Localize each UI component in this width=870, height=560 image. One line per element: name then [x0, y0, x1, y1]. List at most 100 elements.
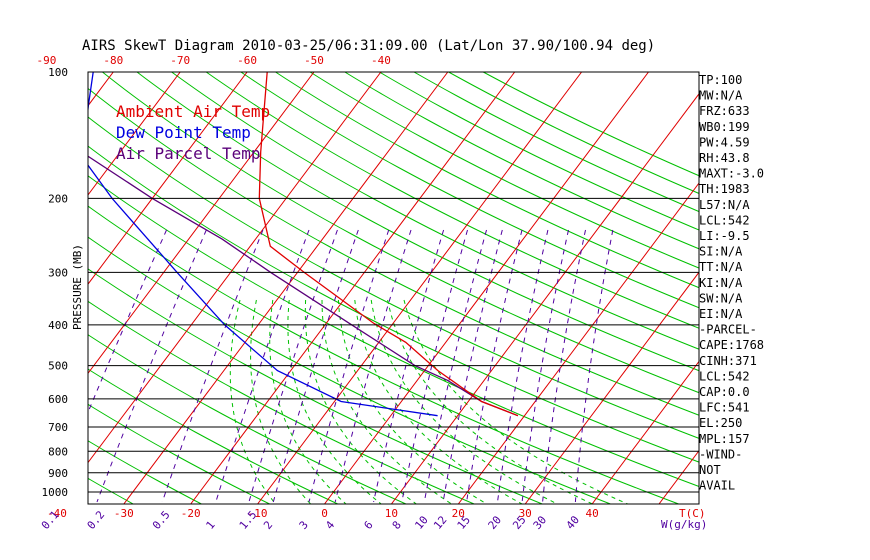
mixing-ratio-label: 30: [531, 513, 549, 532]
legend-ambient: Ambient Air Temp: [116, 102, 270, 121]
dry-adiabat: [240, 72, 699, 309]
dry-adiabat: [88, 368, 338, 504]
legend-parcel: Air Parcel Temp: [116, 144, 261, 163]
dry-adiabat: [102, 72, 699, 394]
moist-adiabat: [370, 299, 558, 504]
isotherm: [257, 72, 582, 504]
mixing-ratio-line: [96, 229, 207, 503]
moist-adiabat: [337, 299, 488, 504]
stat-line: MW:N/A: [699, 89, 743, 103]
moist-adiabat: [354, 299, 523, 504]
isotherm: [190, 72, 516, 504]
bottom-temp-tick-label: 30: [519, 507, 532, 520]
isotherm: [88, 72, 382, 464]
dry-adiabat: [448, 72, 699, 195]
top-temp-tick-label: -60: [237, 54, 257, 67]
mixing-ratio-label: 3: [297, 518, 311, 531]
stat-line: -PARCEL-: [699, 323, 757, 337]
dry-adiabat: [88, 205, 679, 504]
dry-adiabat: [88, 175, 699, 488]
isotherm: [123, 72, 449, 504]
stat-line: WB0:199: [699, 120, 750, 134]
top-temp-tick-label: -40: [371, 54, 391, 67]
pressure-tick-label: 400: [48, 319, 68, 332]
moist-adiabat: [403, 299, 628, 504]
pressure-tick-label: 600: [48, 393, 68, 406]
mixing-ratio-label: 6: [362, 519, 376, 532]
stat-line: AVAIL: [699, 479, 735, 493]
isotherm: [88, 72, 114, 107]
chart-title: AIRS SkewT Diagram 2010-03-25/06:31:09.0…: [82, 38, 655, 54]
stat-line: CAPE:1768: [699, 338, 764, 352]
parcel-temp-line: [88, 155, 519, 417]
moist-adiabat: [269, 299, 347, 504]
x-axis-label: T(C): [679, 507, 706, 520]
profiles: [88, 72, 519, 417]
stat-line: KI:N/A: [699, 276, 743, 290]
bottom-temp-tick-label: 20: [452, 507, 465, 520]
dry-adiabat: [275, 72, 699, 289]
isotherm: [0, 72, 46, 504]
isotherm: [88, 72, 315, 375]
dry-adiabat: [309, 72, 699, 269]
stat-line: TT:N/A: [699, 260, 743, 274]
stat-line: CINH:371: [699, 354, 757, 368]
top-temp-tick-label: -70: [170, 54, 190, 67]
bottom-temp-tick-label: 10: [385, 507, 398, 520]
y-axis-label: PRESSURE (MB): [71, 244, 84, 330]
pressure-tick-label: 300: [48, 266, 68, 279]
stat-line: EL:250: [699, 416, 742, 430]
pressure-tick-label: 700: [48, 421, 68, 434]
moist-adiabat: [287, 299, 382, 504]
dry-adiabat: [88, 334, 407, 504]
stat-line: LCL:542: [699, 369, 750, 383]
stat-line: TH:1983: [699, 182, 750, 196]
mixing-ratio-line: [161, 229, 264, 503]
dry-adiabat: [88, 145, 699, 463]
moist-adiabat: [304, 299, 417, 504]
pressure-tick-label: 500: [48, 360, 68, 373]
legend: Ambient Air Temp Dew Point Temp Air Parc…: [116, 102, 270, 163]
bottom-temp-tick-label: -40: [47, 507, 67, 520]
mixing-ratio-label: 10: [412, 513, 430, 532]
stat-line: LFC:541: [699, 401, 750, 415]
stat-line: NOT: [699, 463, 721, 477]
dry-adiabat: [171, 72, 699, 350]
mixing-ratio-label: 40: [564, 513, 582, 532]
stat-line: SW:N/A: [699, 291, 743, 305]
bottom-temp-tick-label: -30: [114, 507, 134, 520]
mixing-ratio-label: 20: [486, 513, 504, 532]
stat-line: L57:N/A: [699, 198, 750, 212]
stat-line: MAXT:-3.0: [699, 167, 764, 181]
pressure-tick-label: 800: [48, 445, 68, 458]
isotherm: [457, 182, 699, 504]
mixing-ratio-line: [442, 229, 503, 503]
dry-adiabat: [88, 477, 134, 504]
stat-line: PW:4.59: [699, 135, 750, 149]
stat-line: LI:-9.5: [699, 229, 750, 243]
moist-adiabat: [387, 299, 593, 504]
stat-line: LCL:542: [699, 213, 750, 227]
bottom-temp-tick-label: -10: [248, 507, 268, 520]
dry-adiabat: [0, 72, 65, 504]
mixing-ratio-label: 0.5: [150, 508, 173, 532]
ambient-temp-line: [258, 72, 519, 417]
dry-adiabat: [88, 116, 699, 439]
mixing-ratio-label: 0.2: [85, 508, 108, 532]
dry-adiabat: [136, 72, 699, 372]
mixing-unit-label: W(g/kg): [661, 518, 707, 531]
dry-adiabat: [483, 72, 699, 177]
mixing-ratio-line: [521, 229, 569, 503]
mixing-ratio-label: 8: [390, 518, 404, 531]
dry-adiabat: [413, 72, 699, 213]
pressure-tick-label: 100: [48, 66, 68, 79]
top-temp-tick-label: -50: [304, 54, 324, 67]
dry-adiabat: [88, 87, 699, 416]
stat-line: EI:N/A: [699, 307, 743, 321]
stat-line: RH:43.8: [699, 151, 750, 165]
mixing-ratio-label: 12: [431, 513, 449, 532]
isotherm: [324, 72, 649, 504]
mixing-ratio-line: [466, 229, 523, 503]
